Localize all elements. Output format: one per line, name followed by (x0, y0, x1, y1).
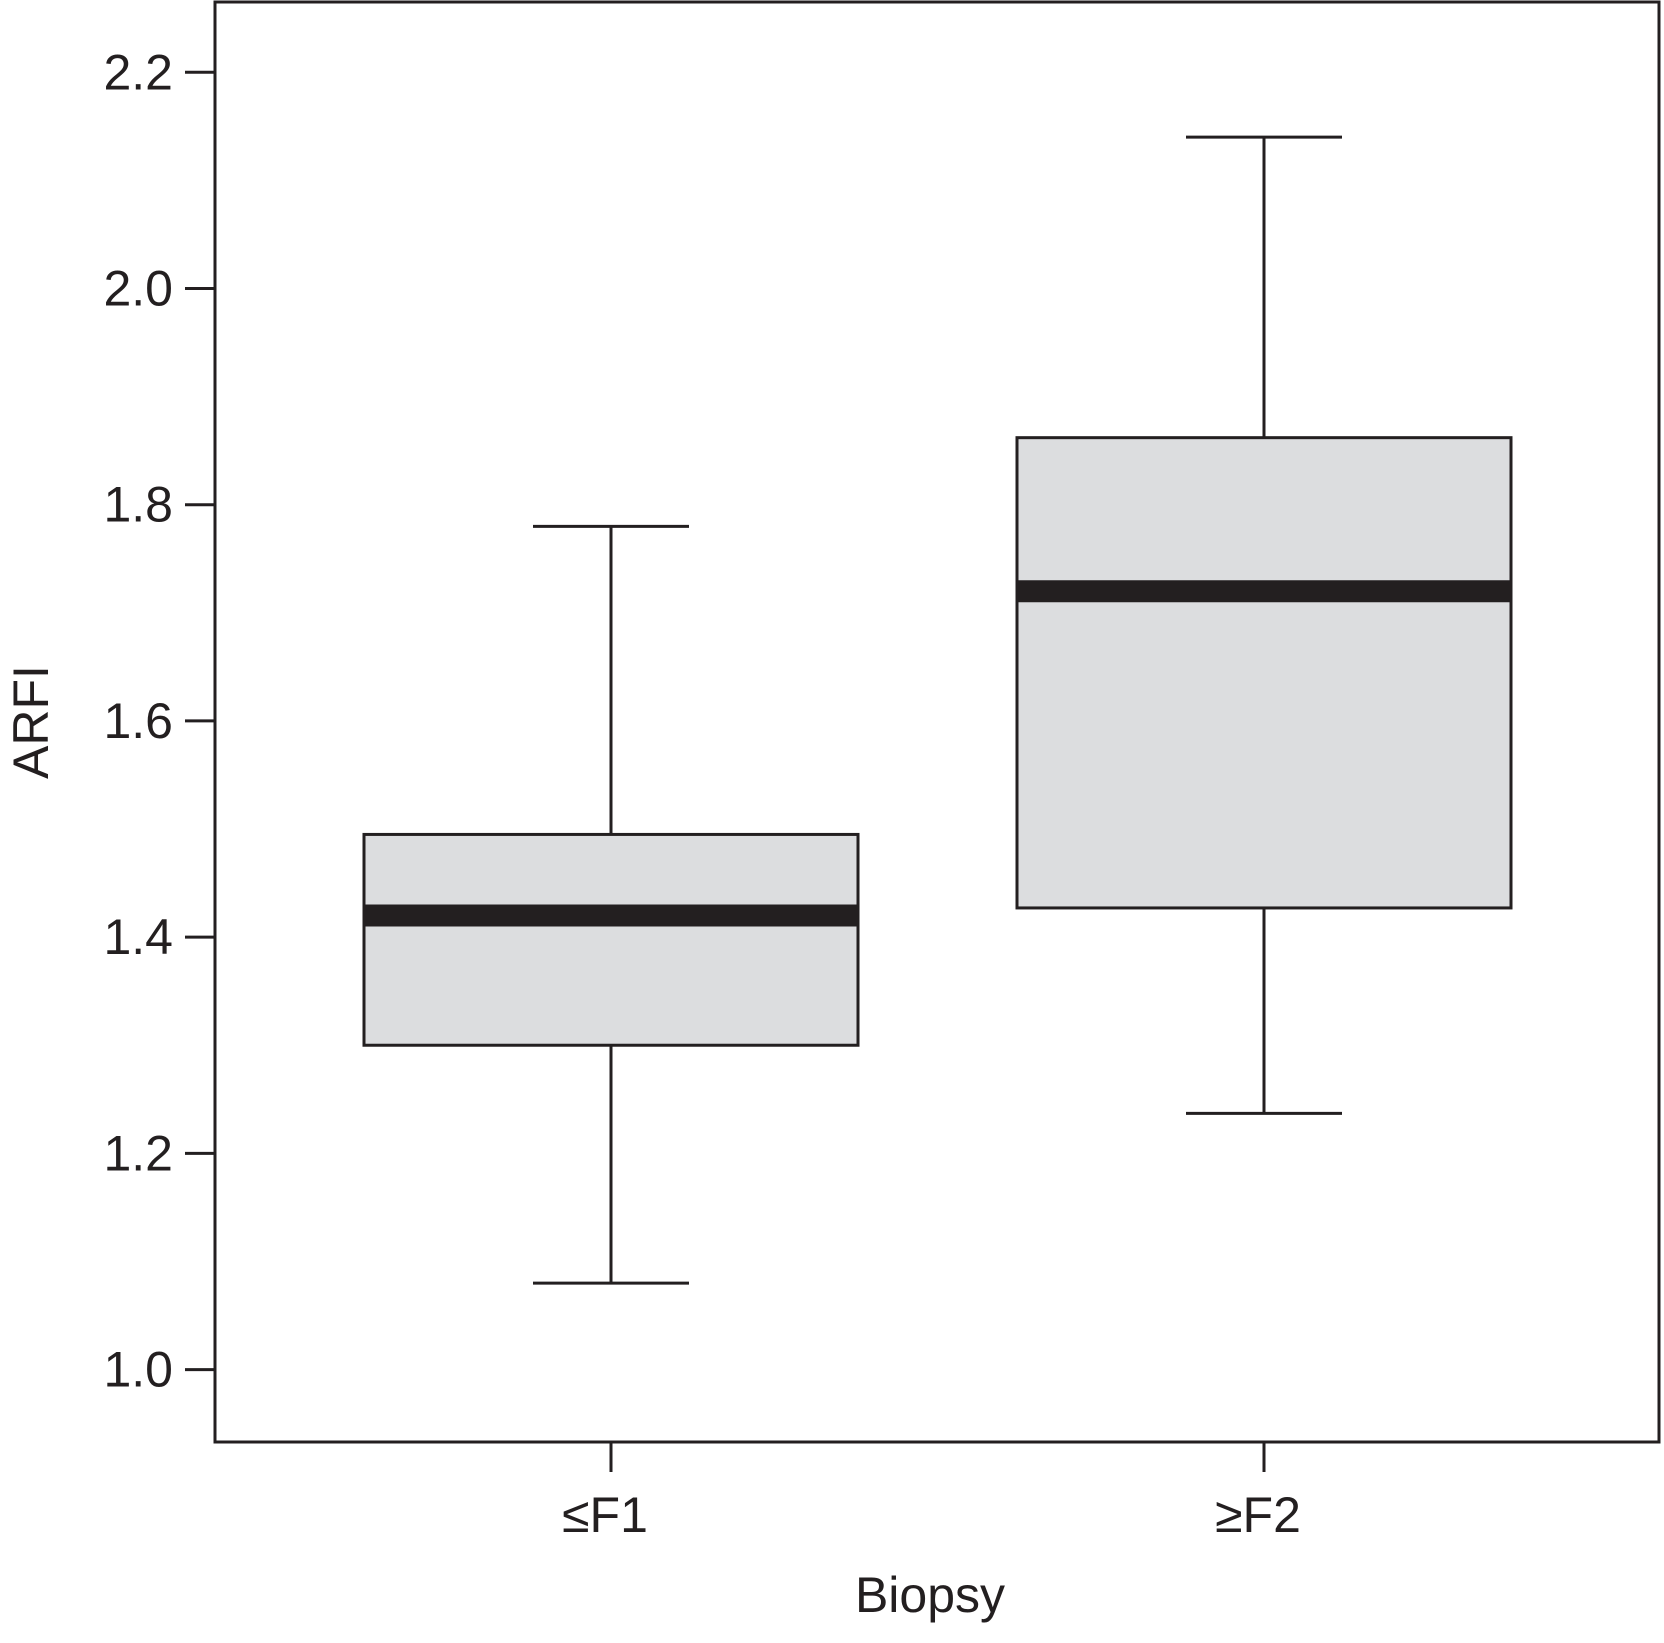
boxes-layer (362, 135, 1513, 1285)
y-tick-label: 1.2 (103, 1125, 173, 1181)
iqr-box (1015, 436, 1513, 910)
y-tick-label: 1.0 (103, 1342, 173, 1398)
iqr-box (362, 832, 860, 1047)
y-axis: 1.0 1.2 1.4 1.6 1.8 2.0 2.2 (103, 44, 215, 1398)
y-tick-label: 1.4 (103, 909, 173, 965)
x-tick-label: ≤F1 (562, 1487, 648, 1543)
x-axis: ≤F1 ≥F2 (562, 1442, 1301, 1543)
y-tick-label: 1.6 (103, 693, 173, 749)
y-axis-label: ARFI (3, 665, 59, 779)
x-tick-label: ≥F2 (1215, 1487, 1301, 1543)
y-tick-label: 1.8 (103, 477, 173, 533)
box-group (1015, 135, 1513, 1115)
box-group (362, 524, 860, 1285)
x-axis-label: Biopsy (855, 1567, 1005, 1623)
y-tick-label: 2.0 (103, 260, 173, 316)
y-tick-label: 2.2 (103, 44, 173, 100)
